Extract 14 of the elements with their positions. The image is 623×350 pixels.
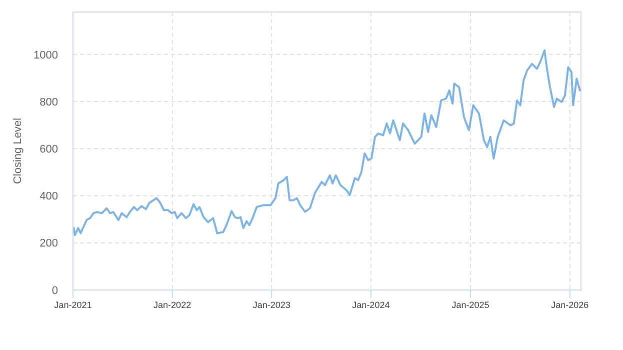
y-tick-label: 400	[40, 190, 58, 203]
line-series	[72, 49, 581, 236]
y-tick-label: 800	[40, 96, 58, 108]
x-tick-label: Jan-2024	[352, 300, 390, 310]
x-tick-label: Jan-2025	[452, 300, 490, 310]
y-tick-label: 1000	[34, 49, 58, 62]
y-tick-label: 600	[40, 143, 58, 156]
y-tick-label: 0	[52, 284, 58, 297]
y-axis-title: Closing Level	[12, 118, 24, 184]
x-tick-label: Jan-2022	[154, 300, 192, 310]
x-tick-label: Jan-2023	[252, 300, 290, 310]
y-tick-label: 200	[40, 238, 58, 250]
x-tick-label: Jan-2021	[54, 300, 92, 310]
x-tick-label: Jan-2026	[551, 300, 589, 310]
